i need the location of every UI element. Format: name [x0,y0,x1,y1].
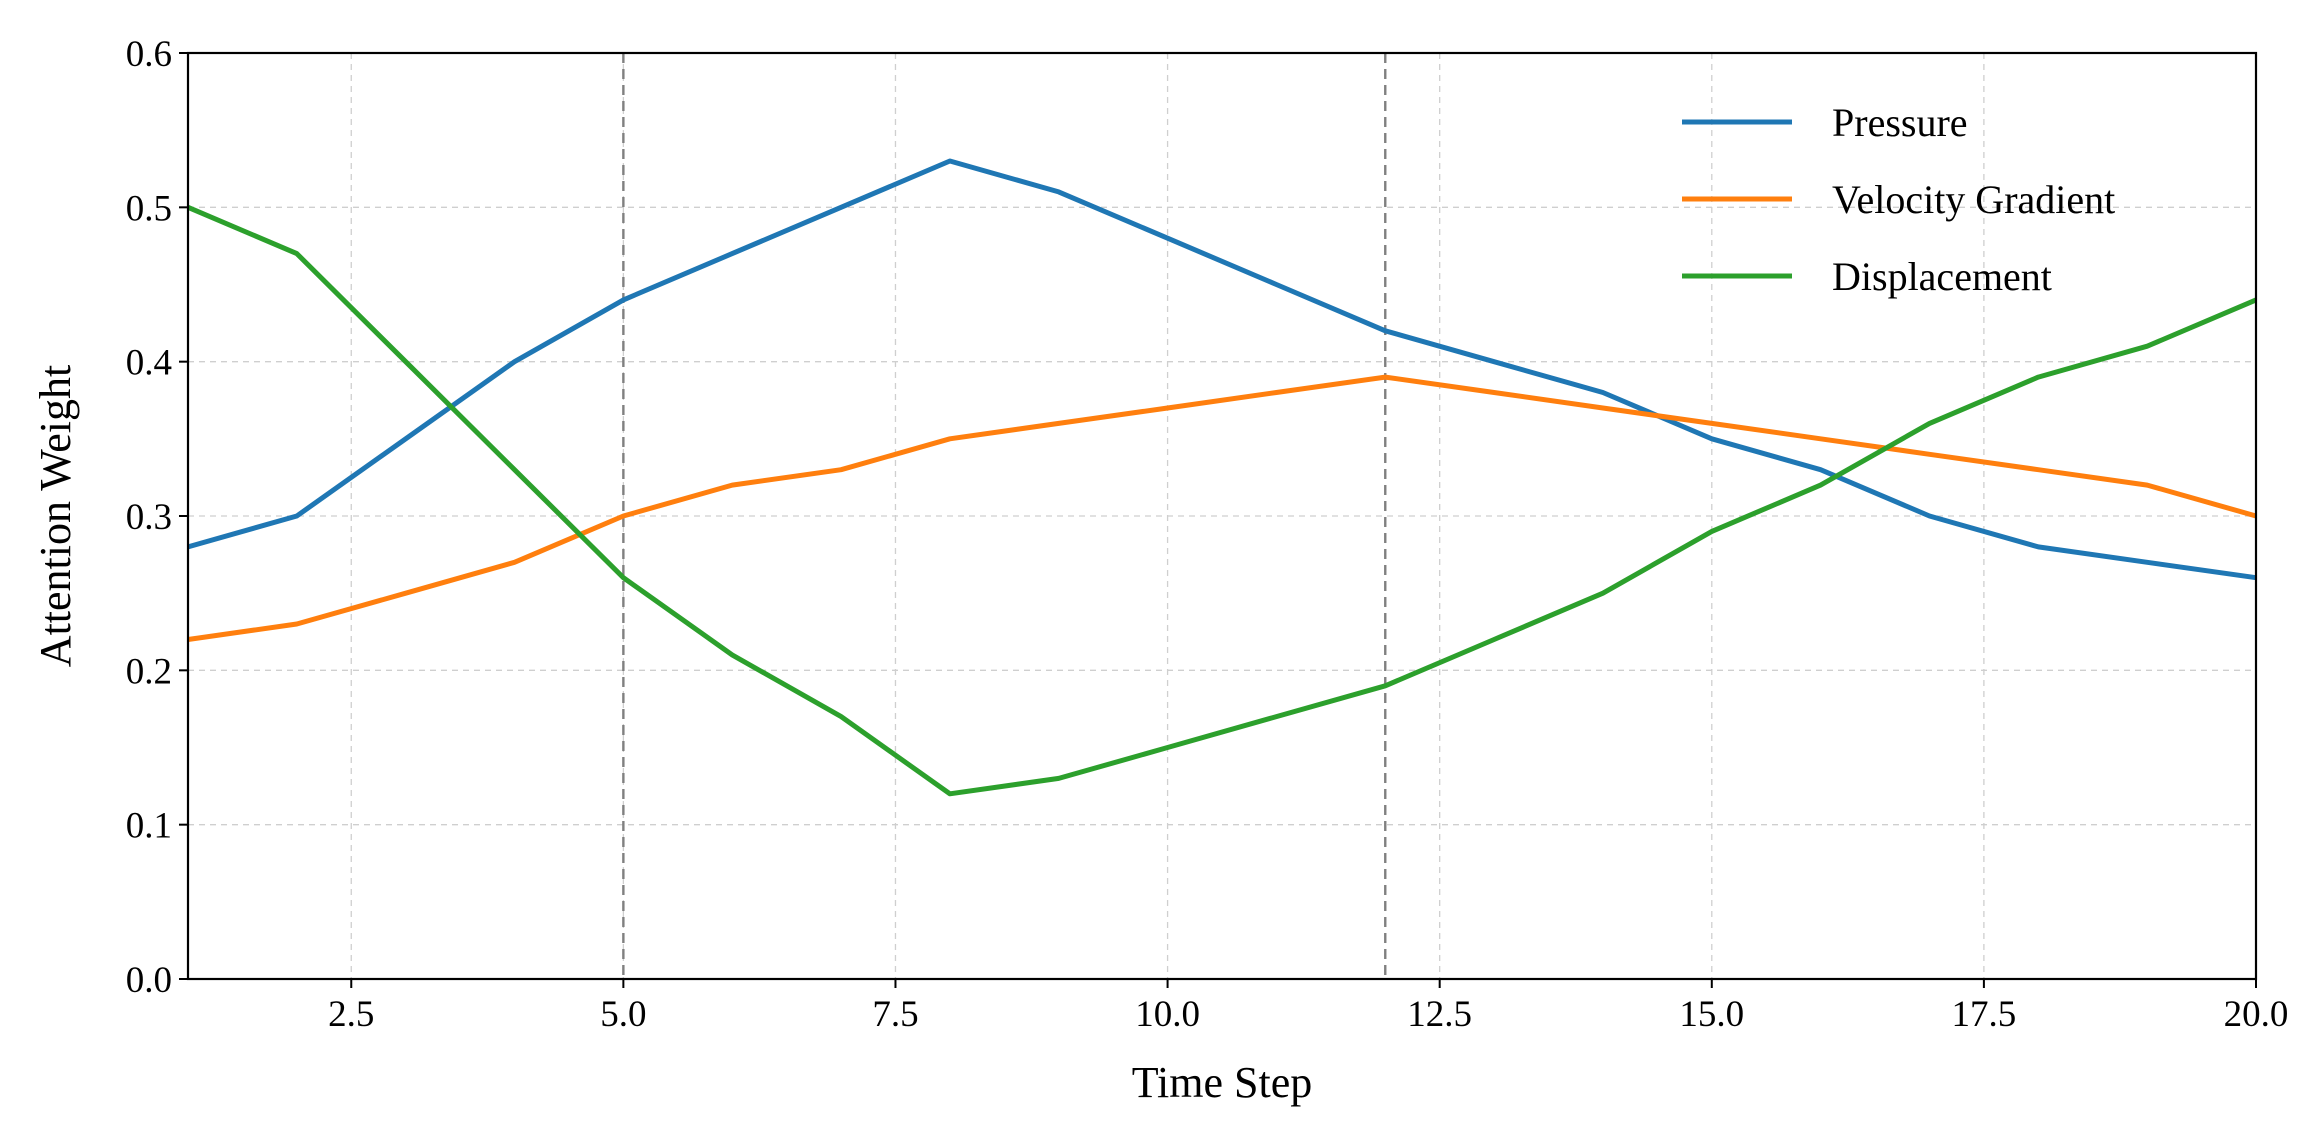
y-tick-label: 0.1 [126,806,172,847]
y-axis-label: Attention Weight [31,365,80,667]
y-tick-label: 0.3 [126,497,172,538]
x-axis-label: Time Step [1132,1058,1313,1107]
series-line-pressure [187,158,2257,581]
y-tick-label: 0.0 [126,960,172,1001]
y-tick-label: 0.2 [126,651,172,692]
x-tick-label: 20.0 [2224,994,2289,1035]
y-tick-label: 0.4 [126,343,172,384]
y-tick-label: 0.5 [126,188,172,229]
series-lines [187,158,2257,797]
legend: Pressure Velocity Gradient Displacement [1682,100,2115,299]
series-line-displacement [187,204,2257,797]
x-tick-label: 15.0 [1679,994,1744,1035]
legend-label: Displacement [1832,254,2052,299]
y-tick-label: 0.6 [126,34,172,75]
legend-label: Velocity Gradient [1832,177,2115,222]
x-tick-label: 2.5 [328,994,374,1035]
x-tick-label: 5.0 [600,994,646,1035]
vertical-markers [622,53,1387,979]
x-tick-label: 10.0 [1135,994,1200,1035]
legend-label: Pressure [1832,100,1968,145]
x-axis-ticks: 2.5 5.0 7.5 10.0 12.5 15.0 17.5 20.0 [328,979,2288,1035]
x-tick-label: 17.5 [1952,994,2017,1035]
x-tick-label: 7.5 [872,994,918,1035]
series-line-velocity-gradient [187,374,2257,642]
x-tick-label: 12.5 [1407,994,1472,1035]
y-axis-ticks: 0.0 0.1 0.2 0.3 0.4 0.5 0.6 [126,34,188,1001]
